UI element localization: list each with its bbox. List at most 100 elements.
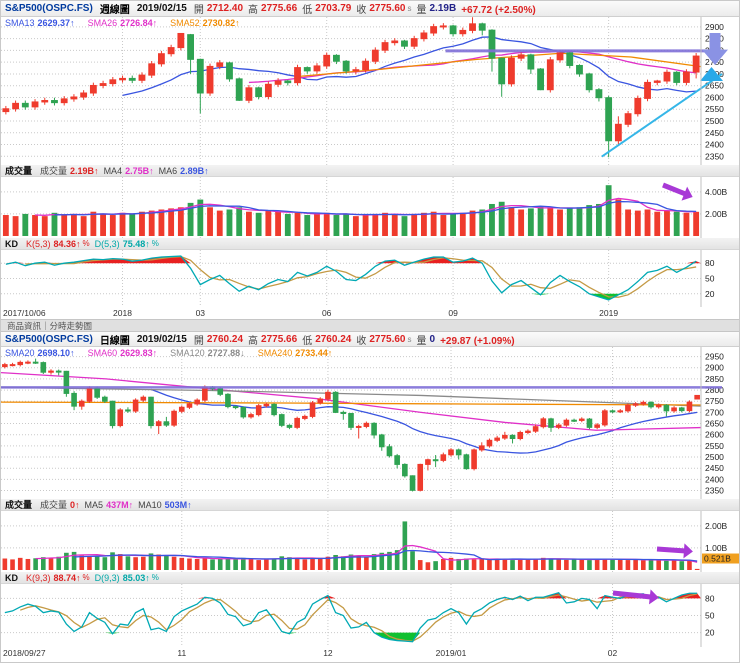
x-axis-label: 2018/09/27 — [3, 648, 46, 658]
sma-line-SMA13 — [122, 36, 697, 97]
weekly-kd-panel[interactable]: 80 50 20 — [1, 250, 740, 308]
daily-kd-chart[interactable]: 80 50 20 — [1, 584, 740, 647]
kd-d-line — [20, 593, 698, 642]
weekly-price-chart[interactable]: 2900285028002750270026502600255025002450… — [1, 17, 740, 165]
weekly-volume-header: 成交量 成交量 2.19B↑ MA4 2.75B↑ MA6 2.89B↑ — [1, 164, 739, 177]
daily-volume-legend: 成交量 0↑ MA5 437M↑ MA10 503M↑ — [40, 498, 197, 511]
kd-overbought-fill — [1, 256, 701, 264]
weekly-quote-date: 2019/02/15 — [136, 3, 187, 14]
daily-volume-title: 成交量 — [5, 500, 33, 510]
volume-bars — [2, 185, 700, 236]
legend-item: 高 2775.66 — [248, 333, 298, 347]
daily-volume-panel[interactable]: 1.00B 2.00B 0.521B — [1, 511, 740, 573]
legend-item: MA6 2.89B↑ — [158, 166, 209, 176]
candles-up — [2, 360, 700, 492]
legend-item: SMA60 2629.83↑ — [87, 348, 158, 358]
weekly-volume-title: 成交量 — [5, 166, 33, 176]
svg-text:2600: 2600 — [705, 92, 724, 102]
daily-volume-chart[interactable]: 1.00B 2.00B 0.521B — [1, 511, 740, 572]
daily-quote-date: 2019/02/15 — [136, 333, 187, 345]
sma-line-SMA240 — [1, 401, 702, 406]
legend-item: 開 2712.40 — [193, 3, 244, 16]
annotation-arrow-right[interactable] — [612, 586, 659, 606]
svg-text:2950: 2950 — [705, 352, 724, 362]
daily-sma-legend: SMA20 2698.10↑ SMA60 2629.83↑ SMA120 2727.88↓… — [5, 348, 337, 358]
svg-text:2450: 2450 — [705, 128, 724, 138]
weekly-kd-title: KD — [5, 238, 18, 249]
legend-item: SMA52 2730.82↑ — [170, 18, 240, 28]
svg-text:2900: 2900 — [705, 22, 724, 32]
annotation-arrow-down[interactable] — [702, 33, 728, 65]
legend-item: SMA20 2698.10↑ — [5, 348, 75, 358]
legend-item: MA4 2.75B↑ — [103, 166, 154, 176]
kd-oversold-fill — [1, 293, 701, 300]
legend-item: K(5,3) 84.36↑% — [26, 238, 90, 249]
svg-text:80: 80 — [705, 258, 715, 268]
svg-text:2600: 2600 — [705, 430, 724, 440]
weekly-x-axis: 2017/10/06 2018 03 06 09 2019 — [1, 307, 739, 319]
svg-text:2700: 2700 — [705, 407, 724, 417]
weekly-symbol-name: S&P500(OSPC.FS) — [5, 3, 93, 14]
svg-text:4.00B: 4.00B — [705, 187, 728, 197]
weekly-quote-values: 開 2712.40 高 2775.66 低 2703.79 收 2775.60 s 量 2.19B +… — [194, 1, 541, 16]
volume-bars — [2, 521, 700, 570]
legend-item: +29.87 (+1.09%) — [440, 335, 515, 347]
x-axis-label: 06 — [321, 308, 332, 318]
legend-item: +67.72 (+2.50%) — [461, 5, 536, 16]
volume-ma-line — [54, 200, 697, 216]
weekly-quote-header: S&P500(OSPC.FS) 週線圖 2019/02/15 開 2712.40 高… — [1, 1, 739, 17]
x-axis-label: 2017/10/06 — [3, 308, 46, 318]
annotation-arrow-right[interactable] — [660, 178, 695, 204]
legend-item: SMA240 2733.44↑ — [257, 348, 333, 358]
legend-item: 收 2775.60 s — [356, 3, 412, 16]
volume-ma-line — [74, 549, 698, 562]
annotation-segment[interactable] — [601, 73, 723, 158]
svg-text:2850: 2850 — [705, 374, 724, 384]
daily-kd-legend: K(9,3) 88.74↑% D(9,3) 85.03↑% — [26, 573, 164, 583]
annotation-arrow-right[interactable] — [656, 542, 693, 559]
kd-overbought-fill — [1, 592, 701, 599]
svg-text:2650: 2650 — [705, 81, 724, 91]
tab-strip-label[interactable]: 商品資訊｜分時走勢圖 — [7, 320, 93, 331]
svg-text:2900: 2900 — [705, 363, 724, 373]
legend-item: 收 2775.60 s — [356, 333, 412, 347]
svg-text:2750: 2750 — [705, 396, 724, 406]
svg-text:2800: 2800 — [705, 385, 724, 395]
svg-text:80: 80 — [705, 593, 715, 603]
weekly-kd-chart[interactable]: 80 50 20 — [1, 250, 740, 307]
daily-kd-panel[interactable]: 80 50 20 — [1, 584, 740, 648]
legend-item: 低 2760.24 — [302, 333, 352, 347]
x-axis-label: 2019 — [599, 308, 619, 318]
kd-k-line — [5, 255, 697, 301]
annotation-triangle-up[interactable] — [700, 67, 723, 81]
daily-period-tab[interactable]: 日線圖 — [99, 335, 130, 347]
weekly-period-tab[interactable]: 週線圖 — [99, 5, 130, 16]
svg-text:2550: 2550 — [705, 441, 724, 451]
legend-item: 開 2760.24 — [193, 333, 244, 347]
legend-item: 成交量 2.19B↑ — [40, 165, 99, 177]
weekly-volume-panel[interactable]: 2.00B 4.00B — [1, 177, 740, 239]
sma-line-SMA120 — [1, 386, 702, 407]
candles-up — [2, 17, 700, 145]
legend-item: 量 2.19B — [416, 3, 457, 16]
weekly-volume-legend: 成交量 2.19B↑ MA4 2.75B↑ MA6 2.89B↑ — [40, 164, 214, 177]
weekly-price-panel[interactable]: 2900285028002750270026502600255025002450… — [1, 17, 740, 166]
candles-down — [32, 358, 685, 492]
daily-kd-header: KD K(9,3) 88.74↑% D(9,3) 85.03↑% — [1, 572, 739, 584]
svg-text:2400: 2400 — [705, 474, 724, 484]
svg-text:2650: 2650 — [705, 419, 724, 429]
legend-item: MA5 437M↑ — [84, 500, 134, 510]
x-axis-label: 12 — [323, 648, 333, 658]
legend-item: 高 2775.66 — [248, 3, 298, 16]
daily-price-panel[interactable]: 2950 2900 2850 2800 2750 2700 2650 2600 2550 2500… — [1, 347, 740, 500]
sma-line-SMA20 — [150, 388, 698, 454]
svg-text:2.00B: 2.00B — [705, 521, 728, 531]
legend-item: 低 2703.79 — [302, 3, 352, 16]
weekly-volume-chart[interactable]: 2.00B 4.00B — [1, 177, 740, 238]
svg-text:0.521B: 0.521B — [704, 554, 731, 564]
svg-text:2500: 2500 — [705, 116, 724, 126]
daily-x-axis: 2018/09/27 11 12 2019/01 02 — [1, 647, 739, 660]
legend-item: SMA120 2727.88↓ — [170, 348, 245, 358]
